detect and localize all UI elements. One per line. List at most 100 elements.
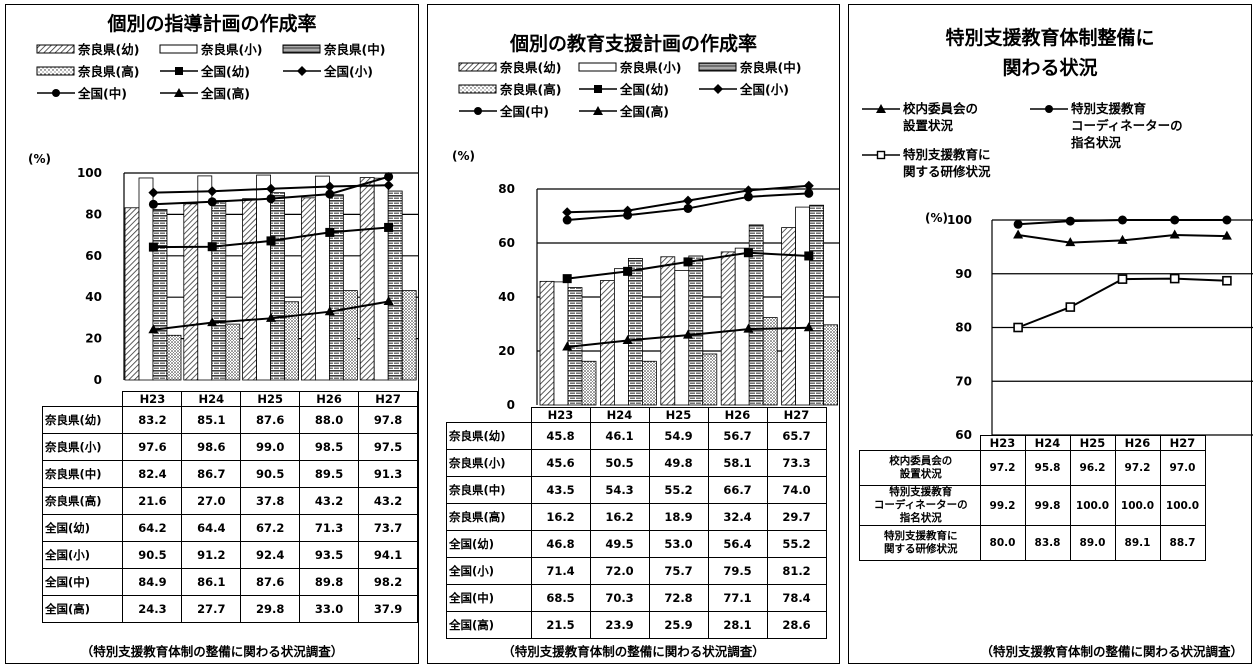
row-label: 全国(高) — [41, 595, 124, 623]
legend-item: 全国(中) — [458, 101, 549, 120]
row-label: 奈良県(小) — [446, 449, 532, 477]
legend-label: 特別支援教育に 関する研修状況 — [903, 147, 991, 179]
point-全国(中) — [384, 172, 394, 182]
point-全国(小) — [207, 186, 218, 197]
point-全国(中) — [562, 215, 572, 225]
row-label: 奈良県(高) — [446, 503, 532, 531]
table-cell: 86.7 — [181, 460, 242, 488]
x-tick-label: H24 — [1024, 435, 1071, 451]
bar-奈良県(小) — [138, 177, 154, 381]
chart-legend: 奈良県(幼) 奈良県(小) 奈良県(中) 奈良県(高) 全国(幼) 全国(小) 全国(中) 全… — [428, 57, 841, 147]
table-cell: 79.5 — [707, 557, 768, 585]
bar-奈良県(高) — [401, 290, 417, 381]
point-全国(幼) — [804, 251, 814, 261]
row-label: 特別支援教育 コーディネーターの 指名状況 — [859, 485, 981, 526]
table-cell: 37.9 — [358, 595, 418, 623]
bar-奈良県(幼) — [660, 256, 676, 406]
table-cell: 33.0 — [299, 595, 360, 623]
legend-label: 全国(小) — [740, 82, 789, 97]
legend-label: 特別支援教育 コーディネーターの 指名状況 — [1071, 101, 1183, 150]
table-cell: 99.2 — [979, 485, 1026, 526]
row-label: 校内委員会の 設置状況 — [859, 450, 981, 486]
table-cell: 92.4 — [240, 541, 301, 569]
table-corner — [859, 435, 981, 451]
table-cell: 94.1 — [358, 541, 418, 569]
table-cell: 66.7 — [707, 476, 768, 504]
point-全国(高) — [683, 329, 693, 339]
point-全国(小) — [324, 181, 335, 192]
x-tick-label: H26 — [299, 391, 360, 407]
table-cell: 28.1 — [707, 611, 768, 639]
table-cell: 27.7 — [181, 595, 242, 623]
point-全国(高) — [324, 306, 335, 316]
bar-奈良県(中) — [270, 192, 286, 381]
table-cell: 89.8 — [299, 568, 360, 596]
point-series-0 — [1013, 229, 1024, 239]
table-cell: 73.3 — [766, 449, 827, 477]
point-全国(高) — [148, 324, 159, 334]
table-cell: 87.6 — [240, 406, 301, 434]
table-row: 全国(高) 24.3 27.7 29.8 33.0 37.9 — [41, 595, 418, 623]
chart-panel-guidance-plan: 個別の指導計画の作成率 奈良県(幼) 奈良県(小) 奈良県(中) 奈良県(高) 全国(幼… — [5, 4, 419, 664]
table-cell: 68.5 — [530, 584, 591, 612]
legend-label: 奈良県(小) — [201, 42, 263, 57]
point-全国(高) — [622, 334, 633, 344]
point-全国(高) — [207, 317, 218, 327]
legend-item: 奈良県(小) — [159, 39, 262, 58]
x-tick-label: H25 — [648, 407, 709, 423]
legend-label: 奈良県(幼) — [78, 42, 140, 57]
y-tick-label: 70 — [955, 374, 972, 388]
point-series-0 — [1117, 234, 1128, 244]
row-label: 全国(幼) — [41, 514, 124, 542]
point-全国(中) — [683, 203, 693, 213]
point-全国(中) — [325, 189, 335, 199]
table-cell: 99.8 — [1024, 485, 1071, 526]
table-cell: 54.3 — [589, 476, 650, 504]
bar-奈良県(高) — [641, 360, 657, 406]
point-全国(小) — [683, 195, 693, 206]
bar-奈良県(幼) — [359, 177, 375, 381]
bar-奈良県(幼) — [183, 203, 199, 381]
point-全国(幼) — [683, 257, 693, 267]
table-cell: 90.5 — [122, 541, 183, 569]
table-cell: 28.6 — [766, 611, 827, 639]
bar-奈良県(高) — [581, 360, 597, 406]
bar-奈良県(高) — [225, 323, 241, 381]
table-cell: 86.1 — [181, 568, 242, 596]
table-row: 奈良県(幼) 45.8 46.1 54.9 56.7 65.7 — [446, 422, 827, 450]
legend-item: 全国(小) — [282, 61, 373, 80]
row-label: 奈良県(中) — [41, 460, 124, 488]
table-row: 全国(幼) 46.8 49.5 53.0 56.4 55.2 — [446, 530, 827, 558]
table-cell: 50.5 — [589, 449, 650, 477]
bar-奈良県(幼) — [539, 280, 555, 406]
table-cell: 100.0 — [1069, 485, 1116, 526]
point-全国(中) — [804, 188, 814, 198]
table-cell: 97.0 — [1159, 450, 1206, 486]
point-全国(中) — [207, 197, 217, 207]
table-cell: 56.4 — [707, 530, 768, 558]
point-全国(幼) — [207, 242, 217, 252]
legend-item: 全国(小) — [698, 79, 789, 98]
source-note: （特別支援教育体制の整備に関わる状況調査） — [502, 644, 765, 659]
table-row: 全国(中) 84.9 86.1 87.6 89.8 98.2 — [41, 568, 418, 596]
data-table: H23 H24 H25 H26 H27 奈良県(幼) 83.2 85.1 87.6 88.0 97.… — [41, 391, 418, 623]
y-tick-label: 90 — [955, 267, 972, 281]
chart-panel-system-status: 特別支援教育体制整備に 関わる状況 校内委員会の 設置状況 特別支援教育 コーディネー… — [848, 4, 1253, 664]
point-series-0 — [1169, 229, 1180, 239]
table-cell: 45.8 — [530, 422, 591, 450]
point-全国(中) — [743, 192, 753, 202]
bar-奈良県(中) — [748, 224, 764, 406]
point-全国(高) — [743, 323, 754, 333]
table-cell: 21.5 — [530, 611, 591, 639]
table-cell: 43.5 — [530, 476, 591, 504]
row-label: 奈良県(幼) — [41, 406, 124, 434]
y-tick-label: 40 — [498, 290, 515, 304]
bar-奈良県(高) — [342, 290, 358, 381]
x-tick-label: H27 — [766, 407, 827, 423]
table-cell: 64.4 — [181, 514, 242, 542]
table-cell: 89.1 — [1114, 525, 1161, 561]
legend-label: 全国(幼) — [620, 82, 669, 97]
table-row: 奈良県(小) 45.6 50.5 49.8 58.1 73.3 — [446, 449, 827, 477]
table-row: 全国(高) 21.5 23.9 25.9 28.1 28.6 — [446, 611, 827, 639]
row-label: 全国(中) — [41, 568, 124, 596]
